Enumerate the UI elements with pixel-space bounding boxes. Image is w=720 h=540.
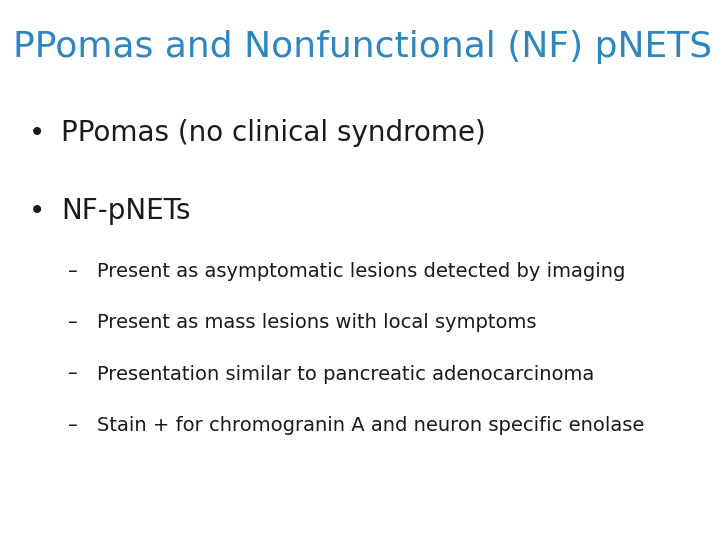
Text: •: • bbox=[29, 197, 45, 225]
Text: –: – bbox=[68, 364, 78, 383]
Text: –: – bbox=[68, 262, 78, 281]
Text: •: • bbox=[29, 119, 45, 147]
Text: Present as asymptomatic lesions detected by imaging: Present as asymptomatic lesions detected… bbox=[97, 262, 626, 281]
Text: PPomas and Nonfunctional (NF) pNETS: PPomas and Nonfunctional (NF) pNETS bbox=[13, 30, 712, 64]
Text: Present as mass lesions with local symptoms: Present as mass lesions with local sympt… bbox=[97, 313, 536, 332]
Text: PPomas (no clinical syndrome): PPomas (no clinical syndrome) bbox=[61, 119, 486, 147]
Text: Stain + for chromogranin A and neuron specific enolase: Stain + for chromogranin A and neuron sp… bbox=[97, 416, 644, 435]
Text: Presentation similar to pancreatic adenocarcinoma: Presentation similar to pancreatic adeno… bbox=[97, 364, 595, 383]
Text: –: – bbox=[68, 416, 78, 435]
Text: NF-pNETs: NF-pNETs bbox=[61, 197, 191, 225]
Text: –: – bbox=[68, 313, 78, 332]
